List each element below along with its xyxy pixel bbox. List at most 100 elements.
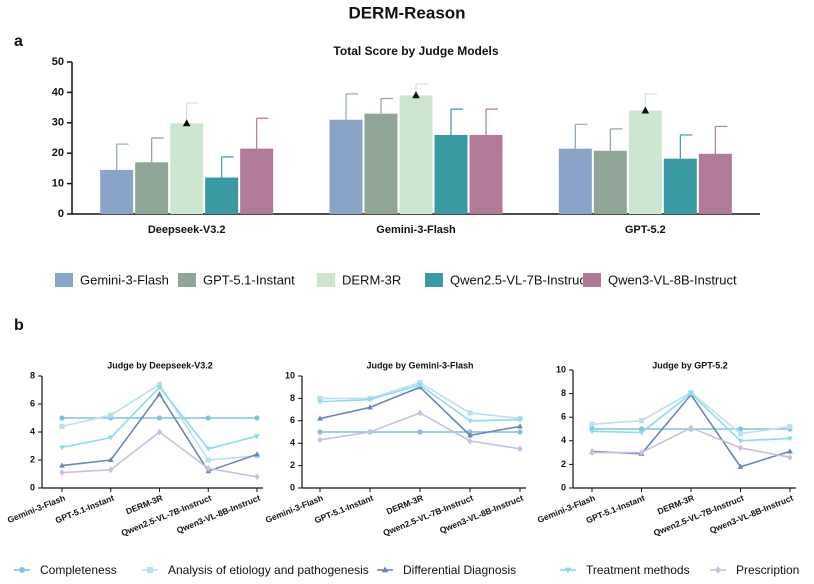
error-bar — [380, 97, 393, 114]
bar — [170, 123, 204, 214]
legend-label: Qwen3-VL-8B-Instruct — [608, 272, 737, 287]
x-tick-label: Qwen2.5-VL-7B-Instruct — [120, 493, 213, 538]
y-tick-label: 10 — [52, 178, 64, 190]
bar — [135, 162, 169, 214]
legend-swatch — [425, 273, 443, 287]
error-bar — [644, 93, 658, 111]
bar — [329, 119, 363, 214]
legend-swatch — [178, 273, 196, 287]
error-bar — [116, 143, 129, 170]
panel-label: a — [14, 33, 23, 50]
bar — [364, 113, 398, 214]
point-marker — [254, 451, 260, 457]
series-line — [591, 392, 791, 442]
point-marker — [156, 385, 163, 391]
panel-title: Judge by Gemini-3-Flash — [366, 360, 473, 370]
point-marker — [156, 391, 163, 397]
y-tick-label: 10 — [285, 370, 295, 380]
x-tick-label: Qwen3-VL-8B-Instruct — [175, 493, 262, 536]
value-marker — [641, 106, 650, 114]
y-tick-label: 8 — [290, 393, 295, 403]
point-marker — [638, 449, 645, 456]
legend-label: Completeness — [40, 563, 117, 577]
point-marker — [59, 415, 65, 421]
error-bar — [345, 93, 358, 120]
y-tick-label: 50 — [52, 56, 64, 68]
y-tick-label: 10 — [556, 364, 566, 374]
point-marker — [737, 463, 744, 469]
error-bar — [485, 108, 498, 135]
point-marker — [254, 415, 260, 421]
point-marker — [517, 417, 523, 423]
point-marker — [317, 399, 323, 405]
point-marker — [417, 382, 423, 389]
y-tick-label: 0 — [290, 482, 295, 492]
error-bar — [574, 123, 588, 149]
y-tick-label: 6 — [30, 398, 35, 408]
x-tick-label: Qwen2.5-VL-7B-Instruct — [382, 493, 475, 538]
bar — [100, 169, 134, 214]
x-tick-label: GPT-5.2 — [625, 224, 666, 236]
point-marker — [108, 412, 114, 418]
y-tick-label: 8 — [30, 370, 35, 380]
point-marker — [205, 457, 211, 463]
point-marker — [254, 434, 260, 440]
bar — [663, 158, 697, 214]
point-marker — [108, 466, 114, 474]
point-marker — [787, 424, 793, 430]
legend-swatch — [583, 273, 601, 287]
error-bar — [450, 108, 463, 135]
error-bar — [221, 156, 234, 178]
point-marker — [107, 435, 114, 441]
point-marker — [517, 423, 523, 429]
panel-title: Judge by Deepseek-V3.2 — [107, 360, 213, 370]
point-marker — [688, 391, 694, 397]
point-marker — [205, 465, 211, 472]
point-marker — [317, 415, 323, 421]
bar — [240, 148, 274, 214]
error-bar — [415, 83, 428, 96]
y-tick-label: 2 — [561, 459, 566, 469]
panel-title: Judge by GPT-5.2 — [652, 360, 728, 370]
bar — [434, 134, 468, 214]
bar — [593, 150, 627, 214]
point-marker — [638, 418, 645, 424]
point-marker — [589, 449, 595, 456]
point-marker — [59, 469, 65, 476]
point-marker — [317, 436, 323, 444]
y-tick-label: 6 — [561, 412, 566, 422]
point-marker — [107, 456, 114, 463]
bar — [399, 95, 433, 214]
point-marker — [638, 430, 645, 436]
point-marker — [59, 445, 65, 451]
point-marker — [467, 418, 473, 424]
point-marker — [205, 415, 211, 421]
y-tick-label: 4 — [30, 426, 35, 436]
legend-marker — [715, 566, 721, 574]
x-tick-label: Gemini-3-Flash — [376, 224, 456, 236]
point-marker — [367, 397, 373, 403]
error-bar — [609, 128, 623, 151]
value-marker — [182, 119, 191, 127]
point-marker — [589, 429, 595, 435]
x-tick-label: Qwen2.5-VL-7B-Instruct — [652, 493, 745, 538]
bar — [205, 177, 239, 214]
point-marker — [367, 404, 373, 410]
legend-label: DERM-3R — [342, 272, 401, 287]
point-marker — [59, 462, 65, 468]
legend-marker — [147, 567, 153, 573]
legend-swatch — [55, 273, 73, 287]
y-tick-label: 2 — [290, 460, 295, 470]
point-marker — [737, 438, 744, 444]
x-tick-label: Qwen3-VL-8B-Instruct — [438, 493, 525, 536]
error-bar — [256, 117, 269, 149]
point-marker — [254, 473, 260, 481]
y-tick-label: 0 — [30, 482, 35, 492]
y-tick-label: 40 — [52, 86, 64, 98]
legend-label: Prescription — [736, 563, 799, 577]
legend-label: GPT-5.1-Instant — [203, 272, 295, 287]
bar — [698, 153, 732, 214]
y-tick-label: 8 — [561, 388, 566, 398]
point-marker — [156, 428, 163, 436]
